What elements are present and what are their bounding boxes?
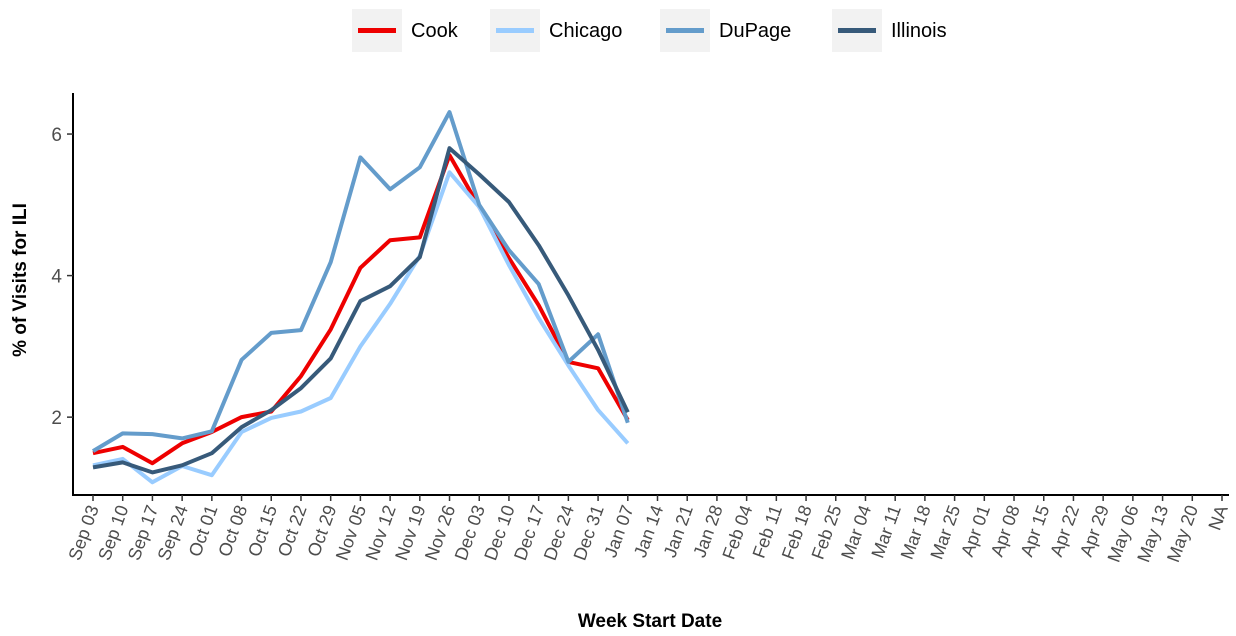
- series-line: [91, 110, 630, 453]
- y-tick-label: 2: [51, 408, 62, 429]
- y-tick-label: 6: [51, 125, 62, 146]
- legend-label: Illinois: [891, 20, 947, 42]
- legend-label: DuPage: [719, 20, 791, 42]
- legend-label: Cook: [411, 20, 459, 42]
- y-tick-label: 4: [51, 267, 62, 288]
- y-axis-title: % of Visits for ILI: [10, 203, 31, 357]
- x-tick-label: NA: [1204, 503, 1231, 533]
- series-line: [92, 146, 630, 475]
- x-axis-title: Week Start Date: [578, 611, 722, 632]
- series-line: [92, 153, 630, 466]
- legend-label: Chicago: [549, 20, 622, 42]
